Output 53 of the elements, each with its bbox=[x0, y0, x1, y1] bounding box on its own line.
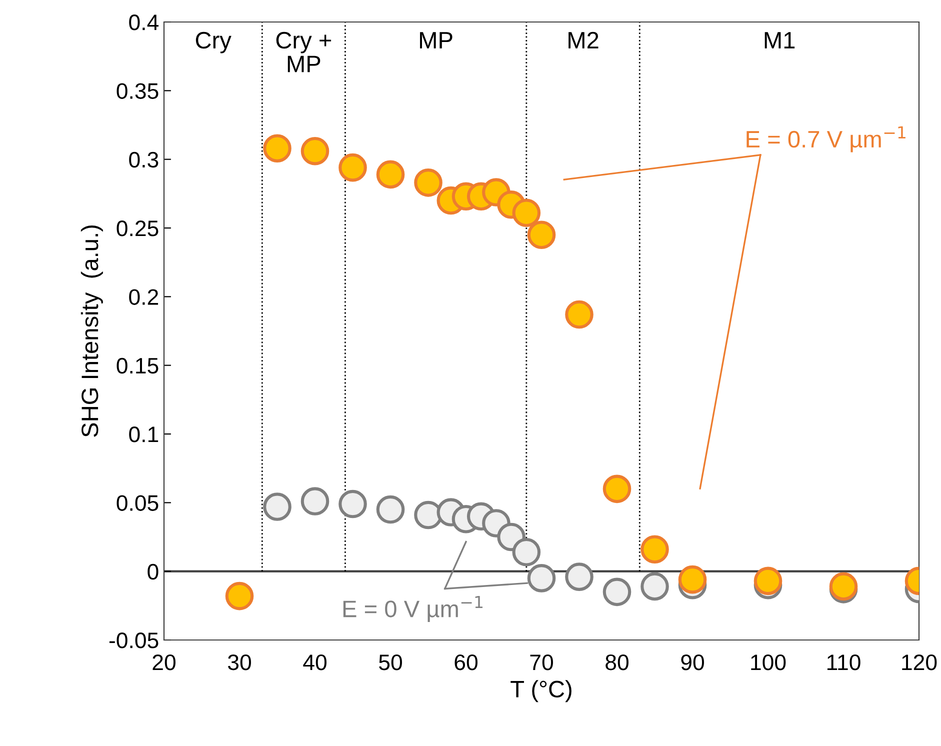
x-tick-label: 70 bbox=[530, 654, 553, 670]
point bbox=[565, 562, 594, 591]
point bbox=[300, 136, 330, 166]
point bbox=[678, 565, 707, 594]
y-axis-title: SHG Intensity (a.u.) bbox=[80, 226, 103, 437]
x-tick-label: 80 bbox=[606, 654, 628, 670]
y-tick-label: 0.05 bbox=[116, 495, 158, 511]
point bbox=[414, 500, 442, 530]
point bbox=[263, 134, 292, 162]
x-tick-label: 30 bbox=[228, 654, 251, 670]
x-tick-label: 110 bbox=[827, 654, 860, 670]
point bbox=[602, 578, 632, 606]
y-tick-label: 0.35 bbox=[116, 83, 158, 99]
point bbox=[300, 487, 330, 516]
point bbox=[414, 168, 442, 197]
y-tick-label: 0.4 bbox=[129, 14, 158, 30]
y-tick-label: 0.15 bbox=[116, 358, 158, 374]
point bbox=[338, 153, 367, 182]
point bbox=[225, 582, 254, 610]
y-tick-label: 0.3 bbox=[129, 152, 158, 168]
point bbox=[565, 300, 594, 329]
x-tick-label: 20 bbox=[152, 654, 176, 670]
y-tick-label: 0 bbox=[148, 564, 158, 580]
point bbox=[640, 572, 669, 601]
y-tick-label: 0.2 bbox=[129, 289, 158, 305]
point bbox=[263, 492, 292, 521]
x-tick-label: 40 bbox=[303, 654, 326, 670]
point bbox=[602, 474, 632, 504]
y-tick-label: 0.25 bbox=[116, 220, 158, 236]
point bbox=[754, 566, 782, 596]
point bbox=[512, 538, 541, 566]
point bbox=[338, 490, 367, 518]
point bbox=[512, 198, 541, 228]
annotation: Cry + MP bbox=[276, 32, 332, 72]
x-tick-label: 90 bbox=[681, 654, 704, 670]
y-tick-label: 0.1 bbox=[129, 426, 158, 442]
point bbox=[376, 495, 405, 524]
annotation: M1 bbox=[764, 32, 795, 48]
y-tick-label: -0.05 bbox=[109, 632, 158, 648]
annotation: MP bbox=[420, 32, 452, 48]
x-axis-title: T (°C) bbox=[510, 680, 572, 702]
x-tick-label: 50 bbox=[379, 654, 402, 670]
legend-label: E = 0 V µm$^{−1}$ bbox=[343, 596, 482, 622]
point bbox=[527, 220, 556, 250]
point bbox=[376, 160, 405, 189]
point bbox=[527, 564, 556, 592]
annotation: M2 bbox=[568, 32, 598, 48]
text: E = 0.7 V µm$^{−1}$ bbox=[746, 126, 906, 152]
annotation: Cry bbox=[196, 32, 232, 54]
x-tick-label: 100 bbox=[751, 654, 786, 670]
x-tick-label: 60 bbox=[454, 654, 478, 670]
point bbox=[640, 535, 669, 564]
x-tick-label: 120 bbox=[902, 654, 937, 670]
